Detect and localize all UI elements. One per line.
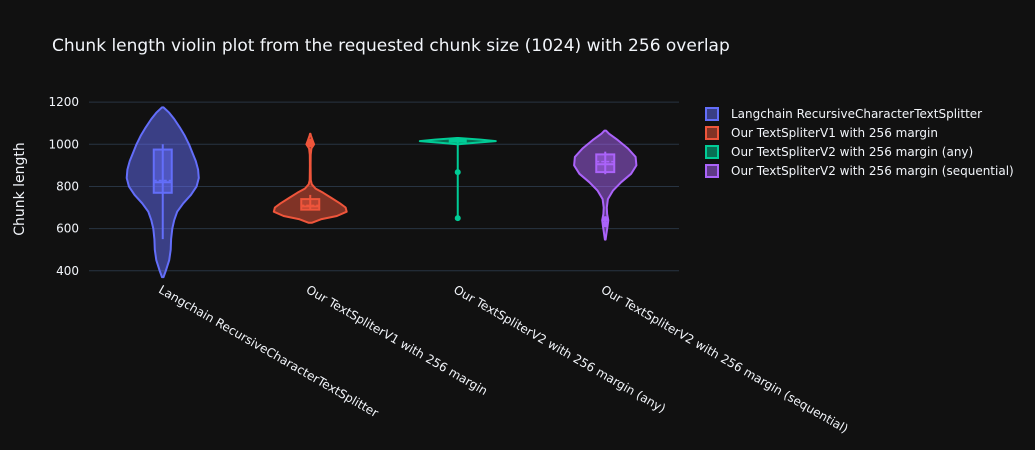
legend-swatch [705,107,719,121]
legend-label: Our TextSpliterV2 with 256 margin (seque… [731,164,1014,178]
outlier-point [602,216,609,223]
box-iqr [152,148,173,194]
outlier-point [454,215,461,222]
violin-group [125,106,200,279]
violin-body [573,129,638,241]
outlier-point [307,138,314,145]
chart-title: Chunk length violin plot from the reques… [52,36,730,56]
outlier-point [602,221,609,228]
violin-body [272,132,348,224]
y-axis-title: Chunk length [12,142,28,236]
box-iqr [300,198,321,211]
legend-label: Langchain RecursiveCharacterTextSplitter [731,107,982,121]
x-tick-label: Our TextSpliterV2 with 256 margin (seque… [599,282,851,435]
y-tick-label: 1000 [48,137,79,151]
legend-swatch [705,164,719,178]
legend-item: Our TextSpliterV2 with 256 margin (any) [705,145,973,159]
legend-swatch [705,145,719,159]
legend-label: Our TextSpliterV1 with 256 margin [731,126,938,140]
legend: Langchain RecursiveCharacterTextSplitter… [705,107,1014,178]
y-tick-label: 800 [56,179,79,193]
y-tick-label: 600 [56,222,79,236]
violin-group [418,137,497,222]
legend-item: Our TextSpliterV1 with 256 margin [705,126,938,140]
x-axis-ticks: Langchain RecursiveCharacterTextSplitter… [156,282,850,435]
violins [125,106,638,279]
legend-item: Our TextSpliterV2 with 256 margin (seque… [705,164,1014,178]
outlier-point [454,169,461,176]
violin-group [573,129,638,241]
violin-group [272,132,348,224]
legend-label: Our TextSpliterV2 with 256 margin (any) [731,145,973,159]
y-axis-ticks: 400 600 800 1000 1200 [48,95,79,278]
y-tick-label: 400 [56,264,79,278]
y-tick-label: 1200 [48,95,79,109]
legend-swatch [705,126,719,140]
box-iqr [595,153,616,174]
legend-item: Langchain RecursiveCharacterTextSplitter [705,107,982,121]
